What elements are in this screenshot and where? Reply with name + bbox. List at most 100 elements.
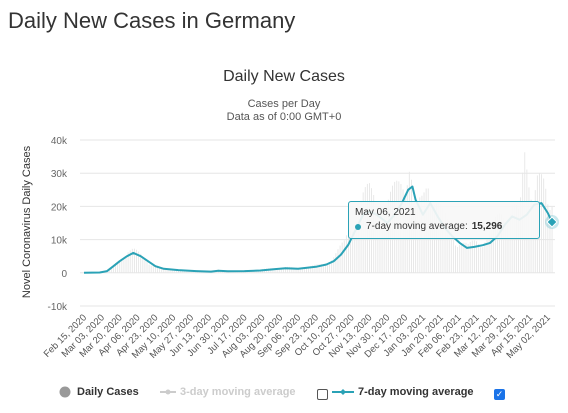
daily-cases-bar xyxy=(287,266,289,273)
daily-cases-bar xyxy=(429,206,431,273)
daily-cases-bar xyxy=(379,222,381,273)
daily-cases-bar xyxy=(142,256,144,273)
chart-subtitle-line-2: Data as of 0:00 GMT+0 xyxy=(226,111,342,123)
daily-cases-bar xyxy=(316,264,318,273)
daily-cases-bar xyxy=(278,268,280,273)
daily-cases-bar xyxy=(343,240,345,273)
daily-cases-bar xyxy=(322,264,324,273)
daily-cases-bar xyxy=(127,252,129,273)
legend-item-7-day-average[interactable]: 7-day moving average xyxy=(332,385,474,399)
legend-item-3-day-average[interactable]: 3-day moving average xyxy=(160,385,296,399)
daily-cases-bar xyxy=(123,259,125,273)
y-axis-label: Novel Coronavirus Daily Cases xyxy=(21,145,33,298)
daily-cases-bar xyxy=(383,209,385,273)
daily-cases-bar xyxy=(543,178,545,273)
daily-cases-bar xyxy=(341,242,343,273)
legend-label-daily-cases: Daily Cases xyxy=(77,386,139,398)
daily-cases-bar xyxy=(301,268,303,273)
daily-cases-bar xyxy=(444,212,446,273)
daily-cases-bar xyxy=(320,263,322,273)
daily-cases-bar xyxy=(251,271,253,273)
daily-cases-bar xyxy=(272,268,274,273)
y-tick-label: 40k xyxy=(51,136,68,147)
daily-cases-bar xyxy=(148,264,150,273)
daily-cases-bar xyxy=(249,271,251,273)
daily-cases-bar xyxy=(329,263,331,273)
daily-cases-bar xyxy=(282,267,284,273)
daily-cases-bar xyxy=(303,268,305,273)
daily-cases-bar xyxy=(335,253,337,273)
daily-cases-bar xyxy=(133,248,135,273)
chart-title: Daily New Cases xyxy=(223,68,345,85)
checkbox-3-day-average[interactable] xyxy=(317,389,328,400)
daily-cases-bar xyxy=(480,247,482,273)
daily-cases-bar xyxy=(455,245,456,273)
daily-cases-bar xyxy=(154,265,156,273)
daily-cases-bar xyxy=(452,238,454,273)
daily-cases-bar xyxy=(110,267,112,273)
y-tick-label: 10k xyxy=(51,236,68,247)
daily-cases-bar xyxy=(171,270,173,273)
daily-cases-bar xyxy=(310,265,312,273)
daily-cases-bar xyxy=(194,271,196,273)
daily-cases-bar xyxy=(324,264,326,273)
daily-cases-bar xyxy=(545,188,547,273)
daily-cases-bar xyxy=(175,270,177,273)
y-tick-label: 0 xyxy=(61,269,67,280)
daily-cases-bar xyxy=(507,224,509,273)
daily-cases-bar xyxy=(497,214,498,273)
checkbox-7-day-average[interactable]: ✓ xyxy=(494,389,505,400)
y-axis-ticks: -10k 0 10k 20k 30k 40k xyxy=(48,136,68,313)
chart-grid xyxy=(80,139,555,307)
daily-cases-bar xyxy=(442,207,444,273)
daily-cases-bar xyxy=(161,267,163,273)
daily-cases-bar xyxy=(503,217,505,273)
daily-cases-bar xyxy=(299,268,301,273)
y-tick-label: 30k xyxy=(51,169,68,180)
daily-cases-bar xyxy=(490,225,492,273)
daily-cases-bar xyxy=(499,213,501,273)
daily-cases-bar xyxy=(188,270,190,273)
daily-cases-bar xyxy=(157,265,158,273)
daily-cases-bar xyxy=(119,260,121,273)
y-tick-label: -10k xyxy=(48,302,68,313)
daily-cases-bar xyxy=(138,251,140,273)
daily-cases-bar xyxy=(476,241,477,273)
daily-cases-bar xyxy=(312,265,314,273)
daily-cases-bar xyxy=(314,264,316,273)
legend-marker-line-icon xyxy=(160,389,176,395)
daily-cases-bar xyxy=(463,242,465,273)
legend-marker-line-icon xyxy=(332,389,354,395)
chart-subtitle-line-1: Cases per Day xyxy=(247,98,321,110)
daily-cases-bar xyxy=(337,249,339,273)
daily-cases-bar xyxy=(358,211,360,273)
daily-cases-bar xyxy=(415,207,417,273)
legend-marker-circle-icon xyxy=(59,386,71,398)
daily-cases-bar xyxy=(297,268,299,273)
daily-cases-bar xyxy=(289,266,291,273)
daily-cases-bar xyxy=(167,269,169,273)
highlight-point-marker[interactable] xyxy=(546,216,558,228)
daily-cases-bar xyxy=(253,270,255,273)
daily-cases-bar xyxy=(140,253,142,273)
daily-cases-bar xyxy=(484,242,486,273)
daily-cases-bar xyxy=(318,263,320,273)
daily-cases-bar xyxy=(178,270,179,273)
daily-cases-bar xyxy=(184,270,186,273)
daily-cases-bar xyxy=(112,265,114,273)
daily-cases-bar xyxy=(150,265,152,273)
daily-cases-bar xyxy=(146,262,148,273)
daily-cases-bar xyxy=(270,268,272,273)
daily-cases-bar xyxy=(152,265,154,273)
daily-cases-bar xyxy=(450,231,452,273)
daily-cases-bar xyxy=(180,270,182,273)
daily-cases-bar xyxy=(354,231,356,273)
daily-cases-bar xyxy=(115,263,116,273)
daily-cases-bar xyxy=(461,243,463,273)
legend-item-daily-cases[interactable]: Daily Cases xyxy=(58,385,139,399)
daily-cases-bar xyxy=(488,231,490,273)
daily-cases-bar xyxy=(165,268,167,273)
daily-cases-bar xyxy=(356,221,358,273)
